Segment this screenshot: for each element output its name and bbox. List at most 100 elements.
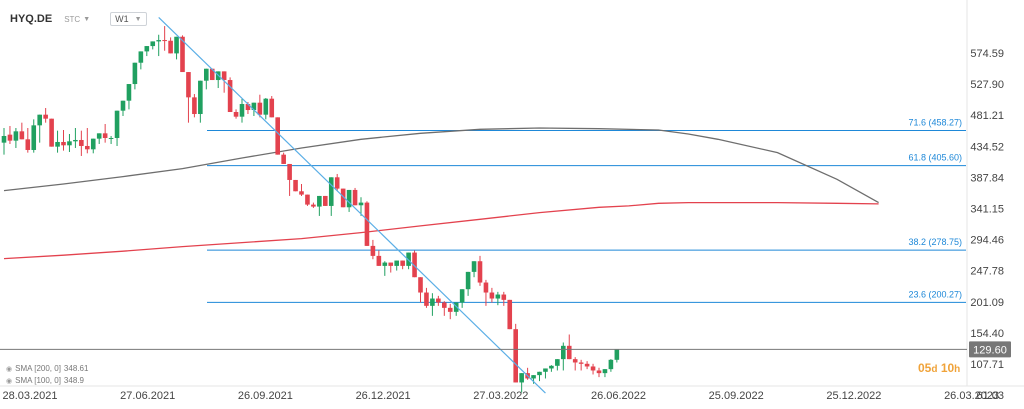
candle — [412, 250, 417, 278]
candle — [477, 255, 483, 286]
candle-body — [489, 292, 495, 299]
candle — [465, 271, 471, 296]
fib-level-label: 61.8 (405.60) — [908, 153, 962, 163]
candle-body — [126, 84, 132, 101]
fib-level-label: 38.2 (278.75) — [908, 237, 962, 247]
candle-body — [328, 177, 334, 206]
x-tick-label: 25.12.2022 — [826, 390, 881, 402]
candle-body — [549, 365, 554, 369]
candle — [418, 277, 423, 303]
candle — [578, 359, 584, 371]
candle — [590, 363, 596, 375]
candle-body — [209, 68, 215, 81]
candle-body — [346, 189, 352, 208]
candles — [1, 26, 620, 393]
candle-body — [572, 359, 578, 363]
subtitle-label[interactable]: STC ▼ — [64, 14, 91, 24]
candle-body — [376, 255, 382, 266]
candle — [61, 129, 66, 151]
symbol-label[interactable]: HYQ.DE — [10, 13, 53, 25]
candle — [572, 357, 578, 371]
y-tick-label: 574.59 — [970, 48, 1004, 60]
candle-body — [275, 117, 280, 155]
candle-body — [233, 112, 239, 117]
candle — [549, 365, 554, 372]
candle — [73, 127, 78, 148]
eye-icon[interactable]: ◉ — [6, 377, 13, 385]
candle-body — [96, 133, 102, 139]
candle-body — [555, 359, 560, 366]
x-tick-label: 25.09.2022 — [709, 390, 764, 402]
last-price-line: 129.60 — [0, 341, 1011, 358]
candle-body — [412, 252, 417, 278]
candle-body — [459, 289, 465, 303]
candle-body — [394, 260, 399, 266]
candle — [334, 173, 340, 191]
legend-sma-100[interactable]: ◉ SMA [100, 0] 348.9 — [6, 376, 84, 385]
candle — [614, 349, 620, 363]
candle-body — [198, 80, 203, 115]
candle — [126, 84, 132, 110]
candle — [471, 261, 477, 278]
candle — [132, 62, 138, 90]
candle-body — [19, 131, 25, 140]
candle-body — [323, 195, 328, 206]
candle-body — [543, 368, 548, 372]
candle-body — [406, 252, 411, 266]
candle — [287, 163, 292, 196]
candle — [447, 303, 453, 320]
candle-body — [358, 202, 364, 206]
candle-body — [584, 363, 590, 367]
candle-body — [25, 139, 31, 150]
candle-body — [85, 145, 90, 150]
candle — [37, 114, 42, 143]
y-tick-label: 294.46 — [970, 235, 1004, 247]
candle-body — [102, 133, 108, 138]
candle-body — [370, 245, 376, 256]
candle-body — [424, 292, 429, 306]
x-tick-label: 26.12.2021 — [356, 390, 411, 402]
countdown-timer: 05d 10h — [918, 361, 961, 375]
candle — [1, 127, 7, 155]
candle-body — [150, 41, 156, 47]
candle — [174, 36, 179, 60]
candle-body — [192, 97, 197, 115]
x-tick-label: 27.03.2022 — [473, 390, 528, 402]
eye-icon[interactable]: ◉ — [6, 365, 13, 373]
candle — [233, 109, 239, 119]
candle — [138, 51, 144, 70]
y-tick-label: 341.15 — [970, 204, 1004, 216]
candle — [275, 117, 280, 155]
candle — [96, 133, 102, 144]
candle — [192, 94, 197, 118]
chevron-down-icon: ▼ — [134, 15, 142, 23]
legend-sma-200[interactable]: ◉ SMA [200, 0] 348.61 — [6, 364, 89, 373]
candle — [602, 369, 608, 378]
y-tick-label: 527.90 — [970, 79, 1004, 91]
sma-100-path — [3, 127, 879, 204]
x-tick-label: 26.09.2021 — [238, 390, 293, 402]
candle-body — [340, 188, 346, 208]
candle-body — [364, 202, 370, 246]
candle — [305, 194, 310, 206]
candle — [19, 122, 25, 140]
timeframe-select[interactable]: W1 ▼ — [110, 12, 147, 26]
candle-body — [495, 294, 501, 299]
candle-body — [13, 131, 19, 141]
candle-body — [293, 179, 298, 192]
candle-body — [281, 154, 286, 164]
candle — [150, 41, 156, 50]
candle-body — [471, 261, 477, 272]
candle — [317, 195, 322, 216]
candle-body — [49, 118, 54, 147]
candle — [584, 361, 590, 370]
candle-body — [507, 299, 513, 330]
candle — [67, 133, 72, 152]
candle-body — [55, 141, 60, 147]
candle-body — [204, 68, 209, 81]
trendline — [158, 16, 546, 394]
candle-body — [31, 125, 37, 150]
candle — [489, 287, 495, 303]
y-tick-label: 387.84 — [970, 172, 1004, 184]
